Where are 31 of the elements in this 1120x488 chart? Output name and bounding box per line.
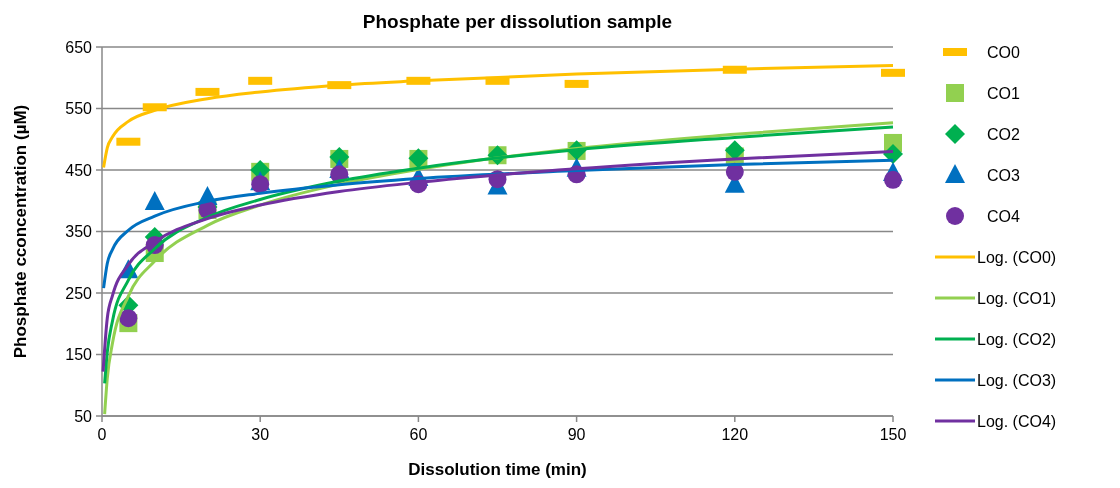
- x-tick-label: 0: [97, 426, 107, 443]
- point: [119, 309, 138, 328]
- legend-label: Log. (CO0): [977, 248, 1057, 266]
- legend-label: Log. (CO2): [977, 330, 1057, 348]
- x-tick-label: 120: [721, 426, 749, 443]
- x-tick-label: 60: [409, 426, 428, 443]
- legend-label: CO2: [987, 125, 1020, 143]
- y-tick-label: 250: [65, 284, 93, 302]
- y-tick-label: 50: [74, 407, 93, 425]
- y-tick-label: 150: [65, 346, 93, 364]
- point: [251, 175, 270, 194]
- point: [144, 190, 165, 210]
- legend-label: CO3: [987, 166, 1020, 184]
- x-tick-label: 30: [251, 426, 270, 443]
- x-tick-label: 150: [879, 426, 907, 443]
- y-axis-title: Phosphate cconcentration (µM): [11, 104, 30, 359]
- point: [884, 170, 902, 189]
- legend-label: Log. (CO1): [977, 289, 1057, 307]
- legend-label: CO0: [987, 43, 1020, 61]
- y-tick-label: 650: [65, 38, 93, 56]
- legend-label: CO4: [987, 207, 1020, 225]
- y-tick-label: 350: [65, 223, 93, 241]
- chart-title: Phosphate per dissolution sample: [362, 11, 673, 32]
- x-tick-label: 90: [567, 426, 586, 443]
- point: [724, 140, 745, 161]
- y-tick-label: 450: [65, 161, 93, 179]
- legend-label: Log. (CO4): [977, 412, 1057, 430]
- legend-label: Log. (CO3): [977, 371, 1057, 389]
- y-tick-label: 550: [65, 100, 93, 118]
- legend-label: CO1: [987, 84, 1020, 102]
- x-axis-title: Dissolution time (min): [408, 460, 587, 479]
